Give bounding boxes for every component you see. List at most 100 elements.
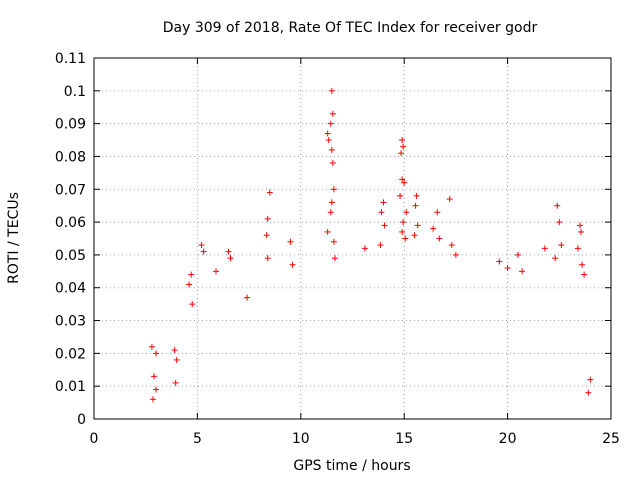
data-point: [264, 255, 271, 262]
y-tick-label: 0.07: [55, 182, 86, 198]
data-point: [514, 251, 521, 258]
x-tick-label: 25: [602, 431, 620, 447]
data-point: [574, 245, 581, 252]
data-point: [149, 396, 156, 403]
data-point: [329, 110, 336, 117]
plot-frame: [93, 57, 612, 420]
x-axis-ticks: 0 5 10 15 20 25: [90, 58, 620, 447]
y-tick-label: 0.02: [55, 346, 86, 362]
data-point: [198, 242, 205, 249]
y-tick-label: 0.09: [55, 117, 86, 133]
y-tick-label: 0: [77, 412, 86, 428]
data-point: [448, 242, 455, 249]
y-tick-label: 0.1: [64, 84, 86, 100]
data-point: [519, 268, 526, 275]
data-point: [399, 137, 406, 144]
x-tick-label: 5: [193, 431, 202, 447]
data-point: [398, 150, 405, 157]
data-point: [400, 143, 407, 150]
data-point: [576, 222, 583, 229]
data-point: [328, 87, 335, 94]
chart-title: Day 309 of 2018, Rate Of TEC Index for r…: [163, 20, 538, 36]
data-point: [401, 179, 408, 186]
y-tick-label: 0.03: [55, 314, 86, 330]
data-point: [402, 235, 409, 242]
data-point: [400, 219, 407, 226]
data-point: [148, 343, 155, 350]
y-tick-label: 0.04: [55, 281, 86, 297]
data-point: [411, 232, 418, 239]
data-point: [324, 228, 331, 235]
data-point: [264, 215, 271, 222]
data-point: [434, 209, 441, 216]
data-point: [552, 255, 559, 262]
data-point: [587, 376, 594, 383]
data-point: [504, 265, 511, 272]
data-point: [399, 228, 406, 235]
data-point: [324, 130, 331, 137]
data-point: [412, 202, 419, 209]
data-point: [266, 189, 273, 196]
data-point: [403, 209, 410, 216]
data-point: [244, 294, 251, 301]
data-point: [287, 238, 294, 245]
data-point: [556, 219, 563, 226]
data-point: [327, 120, 334, 127]
y-tick-label: 0.06: [55, 215, 86, 231]
data-point: [325, 137, 332, 144]
data-point: [188, 271, 195, 278]
data-point: [327, 209, 334, 216]
data-point: [399, 176, 406, 183]
data-point: [331, 255, 338, 262]
data-point: [328, 199, 335, 206]
data-point: [413, 192, 420, 199]
data-point: [153, 386, 160, 393]
data-point: [380, 199, 387, 206]
x-axis-label: GPS time / hours: [293, 458, 410, 474]
data-point: [227, 255, 234, 262]
data-point: [585, 389, 592, 396]
data-point: [578, 228, 585, 235]
data-point: [381, 222, 388, 229]
data-point: [186, 281, 193, 288]
x-tick-label: 10: [292, 431, 310, 447]
x-tick-label: 0: [90, 431, 99, 447]
data-point: [430, 225, 437, 232]
data-point: [330, 186, 337, 193]
data-point: [289, 261, 296, 268]
y-tick-label: 0.05: [55, 248, 86, 264]
y-tick-label: 0.01: [55, 379, 86, 395]
data-points: [148, 87, 594, 403]
x-tick-label: 15: [395, 431, 413, 447]
data-point: [153, 350, 160, 357]
data-point: [171, 347, 178, 354]
data-point: [330, 238, 337, 245]
data-point: [377, 242, 384, 249]
data-point: [172, 379, 179, 386]
y-tick-label: 0.11: [55, 51, 86, 67]
data-point: [378, 209, 385, 216]
y-tick-label: 0.08: [55, 149, 86, 165]
data-point: [558, 242, 565, 249]
y-axis-ticks: 0 0.01 0.02 0.03 0.04 0.05 0.06 0.07 0.08 0.09 0.1…: [55, 51, 611, 428]
grid-lines: [94, 58, 611, 419]
data-point: [173, 356, 180, 363]
data-point: [263, 232, 270, 239]
data-point: [579, 261, 586, 268]
data-point: [189, 301, 196, 308]
data-point: [225, 248, 232, 255]
data-point: [397, 192, 404, 199]
x-tick-label: 20: [499, 431, 517, 447]
data-point: [328, 146, 335, 153]
data-point: [329, 160, 336, 167]
data-point: [150, 373, 157, 380]
data-point: [496, 258, 503, 265]
data-point: [414, 222, 421, 229]
data-point: [581, 271, 588, 278]
data-point: [213, 268, 220, 275]
data-point: [554, 202, 561, 209]
data-point: [452, 251, 459, 258]
data-point: [541, 245, 548, 252]
data-point: [436, 235, 443, 242]
